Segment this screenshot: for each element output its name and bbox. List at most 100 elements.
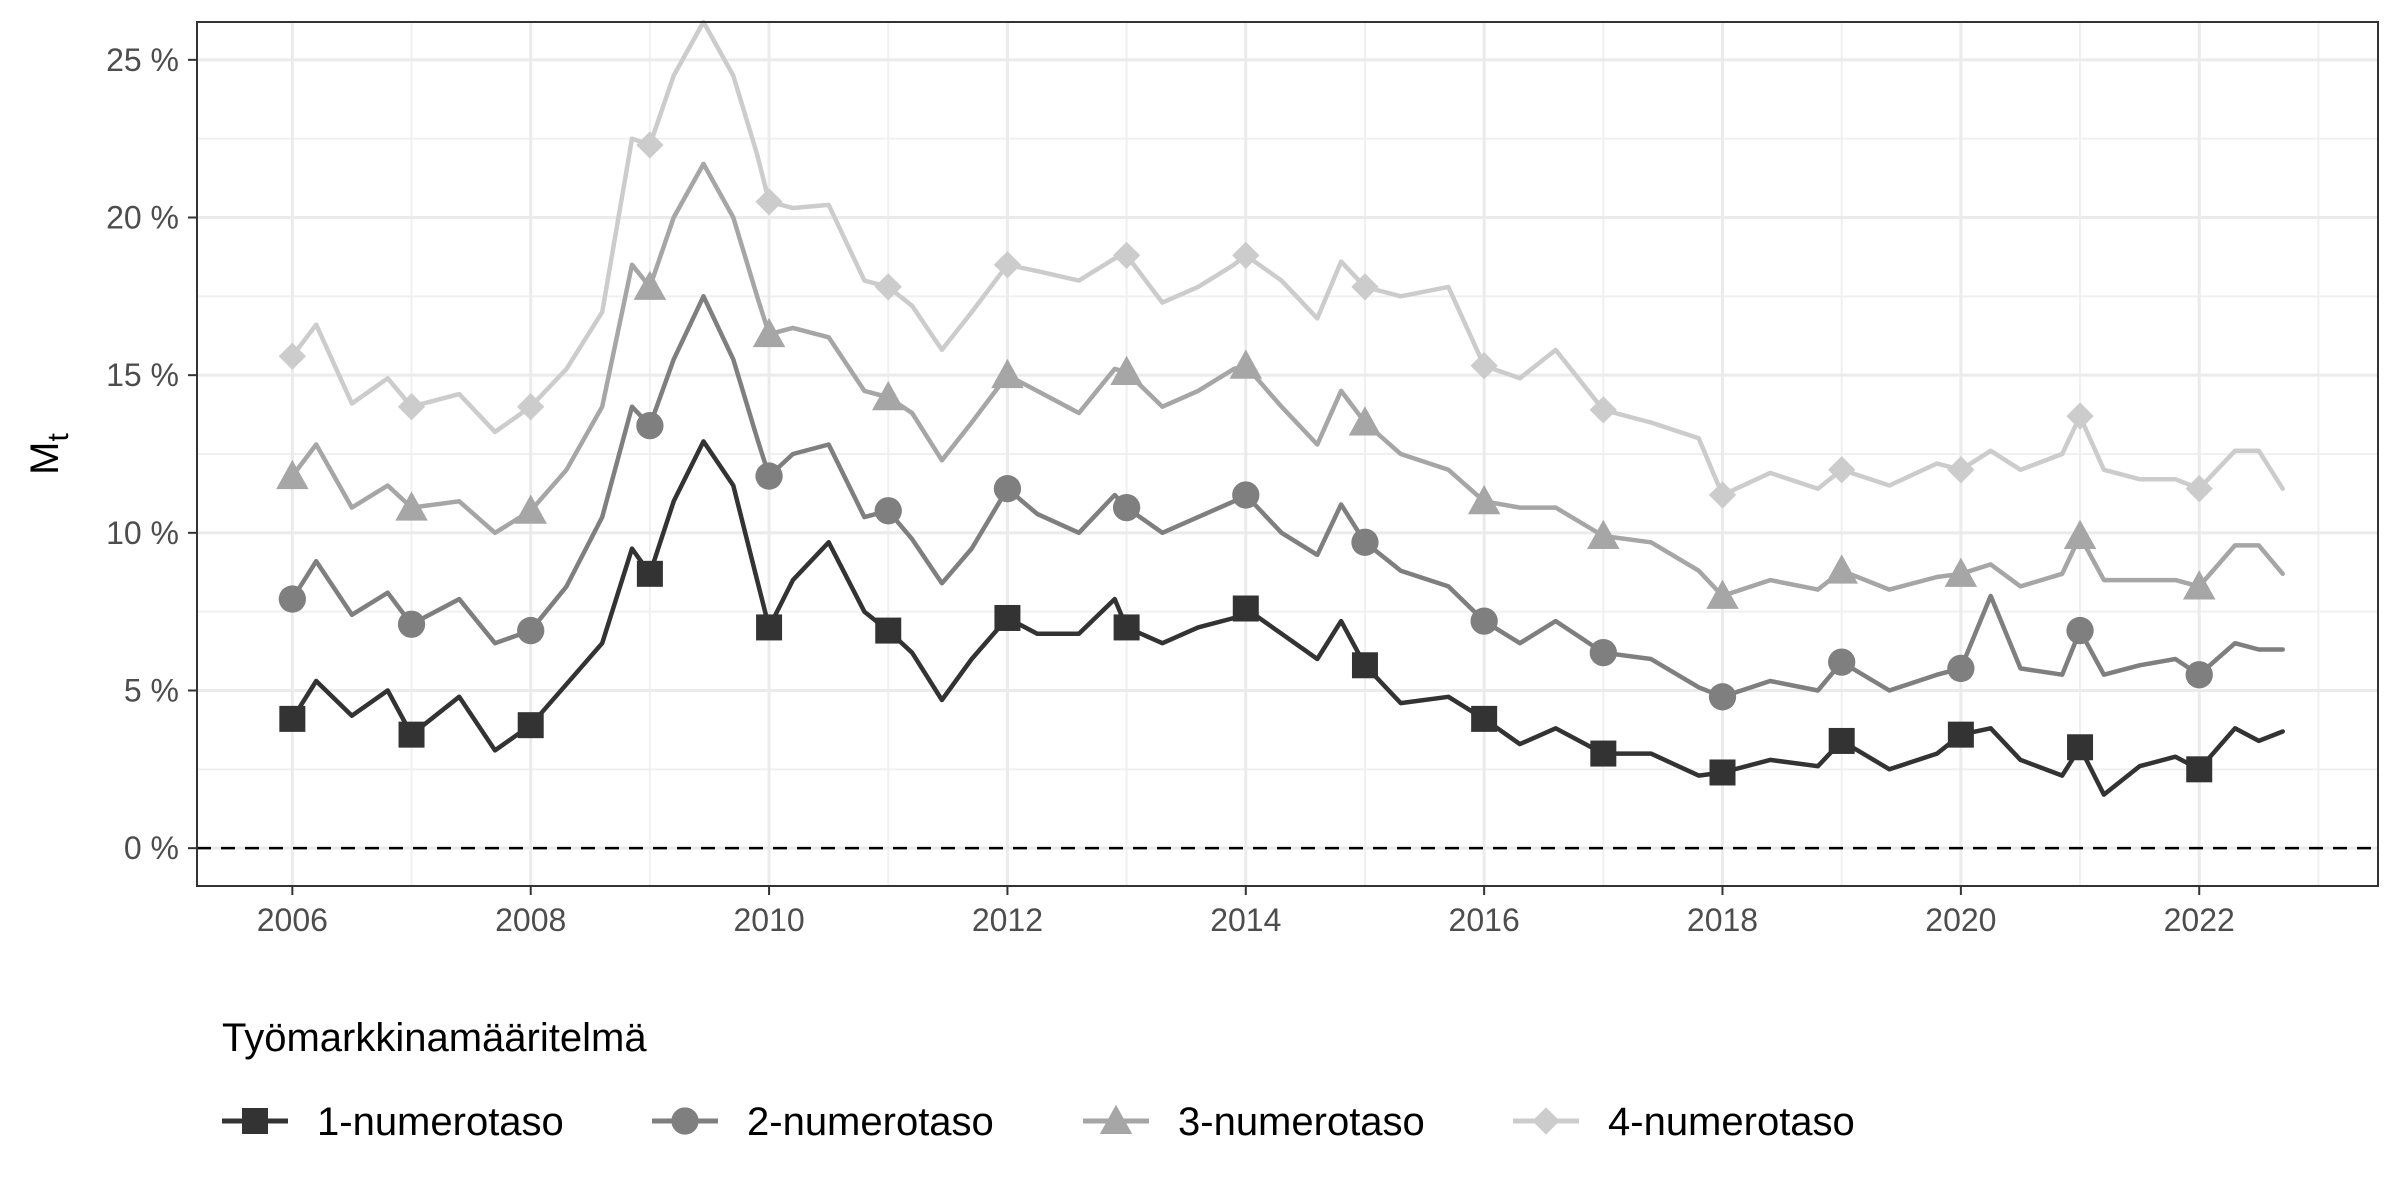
data-point-triangle: [514, 494, 547, 524]
data-point-square: [1471, 705, 1498, 732]
data-point-triangle: [1587, 519, 1620, 549]
data-point-circle: [2066, 616, 2094, 645]
legend-label: 1-numerotaso: [317, 1100, 564, 1144]
data-point-square: [2067, 734, 2094, 761]
series-1-numerotaso: [279, 439, 2285, 797]
x-tick-label: 2006: [257, 902, 328, 938]
x-tick-label: 2022: [2164, 902, 2235, 938]
data-point-circle: [1947, 654, 1975, 683]
data-point-circle: [517, 616, 545, 645]
data-point-triangle: [633, 270, 667, 300]
data-point-diamond: [2066, 402, 2094, 430]
y-axis-title-main: M: [23, 442, 67, 475]
data-point-circle: [874, 497, 902, 525]
x-tick-label: 2014: [1210, 902, 1281, 938]
y-tick-label: 5 %: [124, 672, 179, 708]
x-tick-label: 2018: [1687, 902, 1758, 938]
data-point-circle: [1470, 607, 1498, 635]
data-point-square: [279, 705, 306, 732]
data-point-circle: [397, 610, 426, 638]
minor-gridlines: [197, 22, 2378, 886]
data-point-triangle: [1825, 554, 1858, 584]
data-point-diamond: [1470, 352, 1498, 380]
legend-label: 4-numerotaso: [1608, 1100, 1855, 1144]
legend-item: 3-numerotaso: [1083, 1100, 1425, 1144]
legend-item: 4-numerotaso: [1513, 1100, 1855, 1144]
data-point-diamond: [1112, 241, 1141, 269]
data-point-circle: [2185, 661, 2213, 689]
data-point-circle: [755, 462, 783, 490]
x-tick-label: 2020: [1925, 902, 1996, 938]
x-tick-label: 2008: [495, 902, 566, 938]
data-point-diamond: [1947, 456, 1975, 484]
data-point-triangle: [871, 380, 905, 411]
legend-title: Työmarkkinamääritelmä: [222, 1016, 647, 1060]
legend-key-marker: [671, 1107, 699, 1135]
data-point-triangle: [1229, 349, 1263, 379]
data-point-circle: [993, 475, 1022, 503]
y-tick-label: 25 %: [106, 42, 179, 78]
data-point-diamond: [1232, 241, 1260, 269]
y-tick-label: 0 %: [124, 830, 179, 866]
legend-key-marker: [1099, 1104, 1133, 1134]
plot-border: [196, 21, 2379, 887]
data-point-square: [1709, 759, 1736, 786]
data-point-square: [517, 712, 544, 739]
data-point-triangle: [752, 317, 786, 348]
x-tick-label: 2010: [733, 902, 804, 938]
data-point-triangle: [1348, 406, 1382, 436]
data-point-circle: [1351, 528, 1379, 556]
legend-item: 1-numerotaso: [222, 1100, 564, 1144]
data-point-diamond: [874, 273, 902, 301]
data-point-square: [2186, 756, 2213, 783]
legend-label: 2-numerotaso: [747, 1100, 994, 1144]
data-point-triangle: [991, 358, 1024, 389]
data-point-triangle: [1944, 557, 1978, 587]
data-point-square: [1232, 595, 1259, 622]
data-point-square: [994, 604, 1021, 631]
data-point-triangle: [1110, 355, 1143, 386]
y-axis-title-subscript: t: [42, 433, 75, 442]
data-point-circle: [1589, 639, 1617, 667]
x-axis: 2006 2008 2010 2012 2014 2016 2018 2020 2022: [257, 886, 2235, 938]
data-point-diamond: [1589, 396, 1617, 424]
data-point-circle: [1708, 683, 1737, 711]
data-point-diamond: [278, 342, 306, 370]
data-point-square: [1947, 721, 1974, 748]
data-point-diamond: [993, 251, 1022, 279]
y-axis-title: Mt: [23, 433, 75, 475]
series-4-numerotaso: [278, 19, 2285, 509]
legend-label: 3-numerotaso: [1178, 1100, 1425, 1144]
data-point-triangle: [1706, 579, 1739, 609]
legend-item: 2-numerotaso: [652, 1100, 994, 1144]
data-point-circle: [278, 585, 306, 613]
data-point-square: [1113, 614, 1140, 641]
data-point-diamond: [1828, 456, 1856, 484]
series-3-numerotaso: [276, 161, 2285, 609]
data-point-square: [875, 617, 902, 644]
series-layer: [276, 19, 2285, 797]
data-point-circle: [1112, 493, 1141, 522]
data-point-circle: [1232, 481, 1260, 509]
data-point-diamond: [636, 131, 664, 159]
y-tick-label: 20 %: [106, 200, 179, 236]
legend-key-marker: [1532, 1107, 1560, 1135]
data-point-triangle: [276, 459, 309, 490]
data-point-square: [756, 614, 783, 641]
data-point-diamond: [1351, 273, 1379, 301]
legend-key-marker: [242, 1108, 268, 1134]
data-point-circle: [636, 411, 664, 440]
x-tick-label: 2016: [1449, 902, 1520, 938]
data-point-square: [1828, 727, 1855, 754]
data-point-circle: [1828, 648, 1856, 676]
series-line: [290, 161, 2285, 599]
y-tick-label: 15 %: [106, 357, 179, 393]
series-line: [290, 19, 2285, 498]
data-point-square: [398, 721, 425, 748]
data-point-square: [1351, 652, 1378, 679]
y-axis: 0 % 5 % 10 % 15 % 20 % 25 %: [106, 42, 197, 866]
data-point-triangle: [2182, 570, 2216, 600]
data-point-diamond: [517, 393, 545, 421]
data-point-diamond: [397, 393, 426, 421]
